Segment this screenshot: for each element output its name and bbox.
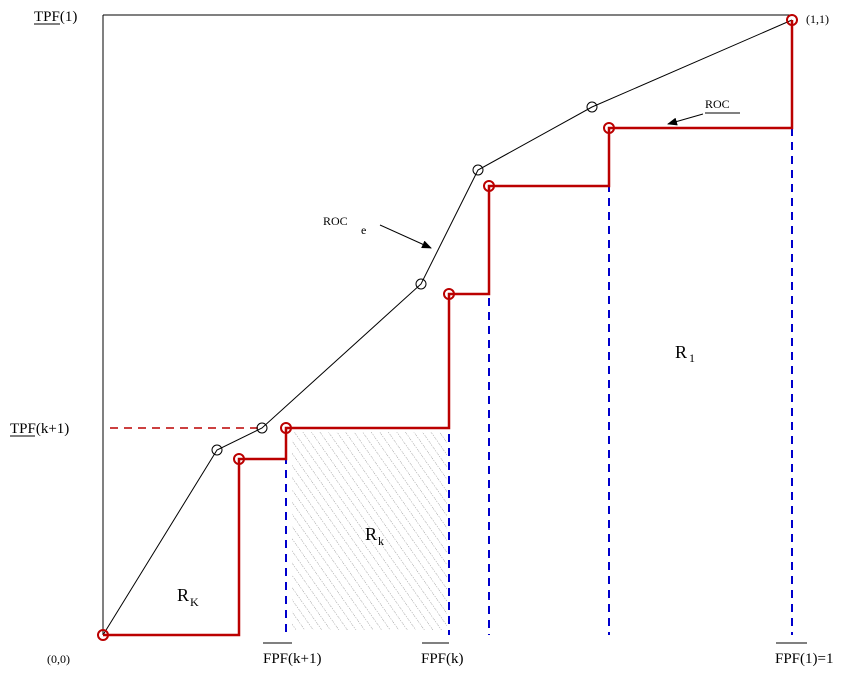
roc-label: ROC xyxy=(705,97,730,111)
region-rk-left-label: R xyxy=(177,585,189,605)
roc-e-point xyxy=(415,278,427,290)
top-right-label: (1,1) xyxy=(806,12,829,26)
origin-label: (0,0) xyxy=(47,652,70,666)
roc-e-arrow xyxy=(379,224,432,249)
region-rk-hatched-sub: k xyxy=(378,534,384,548)
roc-e-sub: e xyxy=(361,223,366,237)
tpf-1-label: TPF(1) xyxy=(34,9,77,25)
roc-e-point xyxy=(586,101,598,113)
roc-e-points xyxy=(211,101,598,456)
fpf-k-label: FPF(k) xyxy=(421,651,464,667)
region-r1-label: R xyxy=(675,342,687,362)
roc-arrow xyxy=(667,113,704,126)
fpf-1-label: FPF(1)=1 xyxy=(775,651,833,667)
roc-staircase-point xyxy=(233,453,245,465)
region-rk-hatched-label: R xyxy=(365,524,377,544)
roc-staircase-point xyxy=(483,180,495,192)
roc-staircase-point xyxy=(786,14,798,26)
roc-e-point xyxy=(211,444,223,456)
roc-staircase-point xyxy=(603,122,615,134)
hatched-region-rk xyxy=(292,432,447,630)
tpf-k1-label: TPF(k+1) xyxy=(10,421,69,437)
roc-staircase-curve xyxy=(103,20,794,637)
roc-staircase-point xyxy=(97,629,109,641)
roc-staircase-point xyxy=(443,288,455,300)
roc-e-curve xyxy=(102,19,793,636)
roc-e-point xyxy=(472,164,484,176)
region-rk-left-sub: K xyxy=(190,595,199,609)
roc-e-label: ROC xyxy=(323,214,348,228)
roc-e-point xyxy=(256,422,268,434)
roc-staircase-points xyxy=(97,14,798,641)
region-r1-sub: 1 xyxy=(689,351,695,365)
roc-staircase-point xyxy=(280,422,292,434)
fpf-k1-label: FPF(k+1) xyxy=(263,651,321,667)
